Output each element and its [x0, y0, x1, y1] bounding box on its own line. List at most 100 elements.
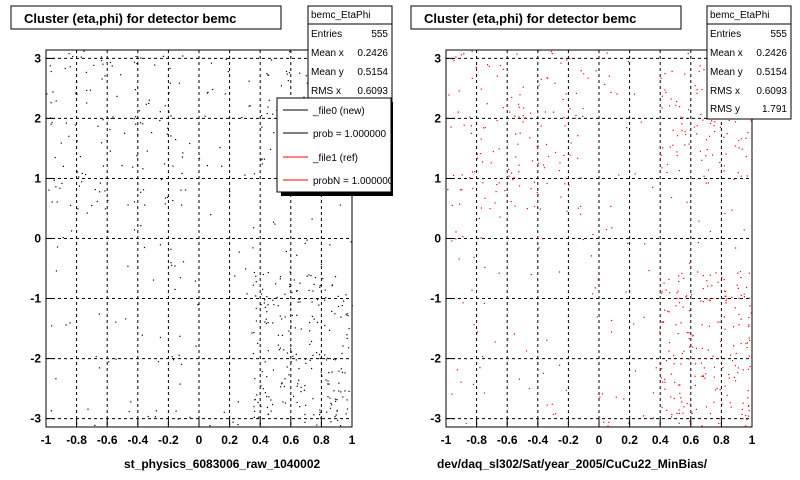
left-data-point — [99, 191, 101, 193]
left-data-point — [255, 320, 257, 322]
left-data-point — [182, 261, 185, 263]
left-data-point — [320, 371, 322, 373]
right-data-point — [664, 89, 666, 91]
left-data-point — [303, 96, 305, 98]
left-data-point — [267, 74, 269, 76]
right-x-tick-label: 0.2 — [621, 433, 638, 447]
right-data-point — [471, 77, 473, 79]
left-data-point — [51, 325, 53, 327]
left-data-point — [258, 416, 260, 418]
left-data-point — [252, 284, 254, 286]
left-data-point — [86, 212, 88, 214]
left-data-point — [279, 315, 281, 317]
right-data-point — [652, 392, 655, 394]
left-data-point — [255, 295, 257, 297]
left-data-point — [296, 289, 298, 292]
left-data-point — [311, 315, 313, 317]
right-data-point — [643, 316, 645, 318]
right-data-point — [482, 356, 484, 358]
left-data-point — [56, 201, 58, 203]
right-data-point — [695, 408, 697, 410]
left-data-point — [49, 117, 52, 119]
left-x-tick-label: -0.4 — [127, 433, 148, 447]
right-x-tick-label: -0.2 — [558, 433, 579, 447]
left-data-point — [312, 398, 314, 400]
right-data-point — [524, 117, 526, 119]
left-data-point — [225, 58, 227, 60]
right-data-point — [728, 373, 730, 376]
left-y-tick-label: -3 — [30, 412, 41, 426]
legend-label-file0: _file0 (new) — [312, 106, 365, 117]
right-data-point — [734, 307, 736, 309]
left-data-point — [170, 115, 172, 117]
right-data-point — [471, 171, 474, 173]
left-data-point — [300, 386, 302, 388]
left-data-point — [60, 142, 62, 144]
right-data-point — [707, 182, 709, 184]
left-data-point — [340, 425, 342, 427]
left-data-point — [320, 263, 323, 265]
right-data-point — [655, 367, 657, 369]
right-data-point — [508, 175, 510, 177]
left-data-point — [245, 268, 247, 270]
right-data-point — [661, 368, 663, 370]
left-data-point — [337, 419, 339, 421]
left-data-point — [268, 396, 270, 398]
left-data-point — [289, 283, 291, 285]
right-data-point — [510, 201, 512, 203]
left-data-point — [296, 314, 298, 316]
left-data-point — [101, 78, 103, 80]
left-data-point — [282, 401, 284, 403]
left-data-point — [168, 111, 170, 113]
right-data-point — [700, 362, 702, 364]
right-data-point — [734, 145, 736, 147]
left-data-point — [310, 340, 313, 342]
right-data-point — [680, 322, 682, 324]
left-data-point — [121, 165, 123, 167]
right-data-point — [746, 286, 748, 289]
left-chart-title: Cluster (eta,phi) for detector bemc — [24, 11, 236, 26]
right-data-point — [689, 420, 691, 422]
left-stats-frame — [307, 5, 393, 107]
right-data-point — [678, 384, 680, 386]
right-data-point — [608, 75, 610, 77]
right-data-point — [562, 98, 564, 101]
left-data-point — [285, 70, 288, 73]
right-data-point — [715, 389, 717, 391]
left-data-point — [179, 335, 181, 337]
right-data-point — [516, 53, 518, 55]
right-data-point — [705, 182, 707, 184]
left-data-point — [53, 179, 55, 181]
right-data-point — [671, 70, 673, 72]
right-data-point — [701, 159, 703, 161]
right-data-point — [738, 147, 740, 149]
left-data-point — [49, 65, 51, 67]
right-data-point — [696, 89, 698, 91]
left-data-point — [280, 85, 282, 87]
left-data-point — [348, 390, 350, 392]
left-data-point — [331, 404, 333, 406]
right-stats-meany-value: 0.5154 — [756, 67, 787, 78]
left-data-point — [264, 299, 266, 301]
left-data-point — [135, 123, 137, 125]
right-data-point — [745, 415, 747, 417]
right-data-point — [662, 381, 664, 383]
right-data-point — [729, 402, 731, 404]
left-data-point — [285, 250, 287, 253]
left-data-point — [309, 322, 311, 324]
right-data-point — [660, 292, 662, 294]
left-data-point — [336, 410, 338, 412]
right-data-point — [580, 177, 582, 179]
left-data-point — [94, 424, 96, 426]
left-data-point — [99, 182, 101, 184]
left-data-point — [51, 121, 53, 124]
left-data-point — [102, 119, 104, 121]
right-data-point — [683, 350, 685, 352]
left-data-point — [341, 352, 343, 355]
right-y-ticks: -3 -2 -1 0 1 2 3 — [430, 51, 455, 426]
right-data-point — [662, 147, 664, 149]
right-data-point — [742, 402, 744, 404]
left-data-point — [289, 286, 291, 288]
right-data-point — [530, 188, 532, 190]
right-data-point — [518, 116, 520, 118]
